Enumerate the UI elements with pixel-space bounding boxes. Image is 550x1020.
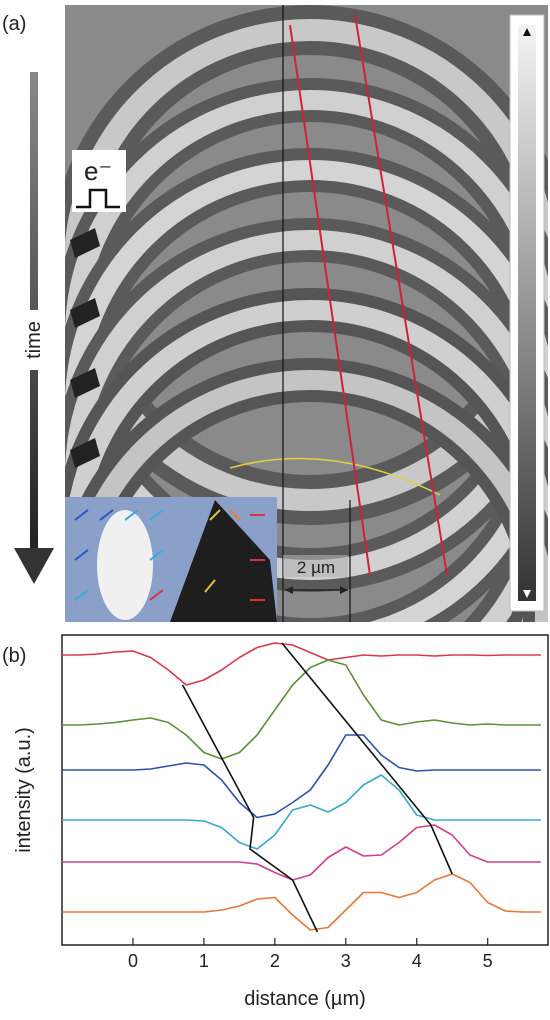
x-axis-label: distance (µm) bbox=[244, 988, 366, 1010]
x-tick-label: 4 bbox=[412, 951, 422, 971]
x-tick-label: 5 bbox=[483, 951, 493, 971]
electron-label: e⁻ bbox=[84, 156, 112, 186]
x-tick-label: 3 bbox=[341, 951, 351, 971]
figure: 2 µm time e⁻ (a) (b) distance (µm) inten… bbox=[0, 0, 550, 1015]
time-label: time bbox=[23, 321, 45, 359]
x-tick-label: 2 bbox=[270, 951, 280, 971]
panel-label: (a) bbox=[2, 13, 26, 35]
series-line bbox=[62, 825, 541, 880]
colorbar bbox=[518, 25, 536, 601]
series-line bbox=[62, 735, 541, 818]
panel-label: (b) bbox=[2, 645, 26, 667]
series-line bbox=[62, 775, 541, 849]
track-line bbox=[282, 643, 452, 874]
x-tick-label: 0 bbox=[128, 951, 138, 971]
series-line bbox=[62, 660, 541, 759]
series-line bbox=[62, 643, 541, 685]
micrograph bbox=[65, 5, 548, 850]
y-axis-label: intensity (a.u.) bbox=[13, 727, 35, 853]
plot-frame bbox=[62, 635, 548, 945]
x-tick-label: 1 bbox=[199, 951, 209, 971]
scale-label: 2 µm bbox=[297, 558, 335, 577]
series-line bbox=[62, 874, 541, 930]
